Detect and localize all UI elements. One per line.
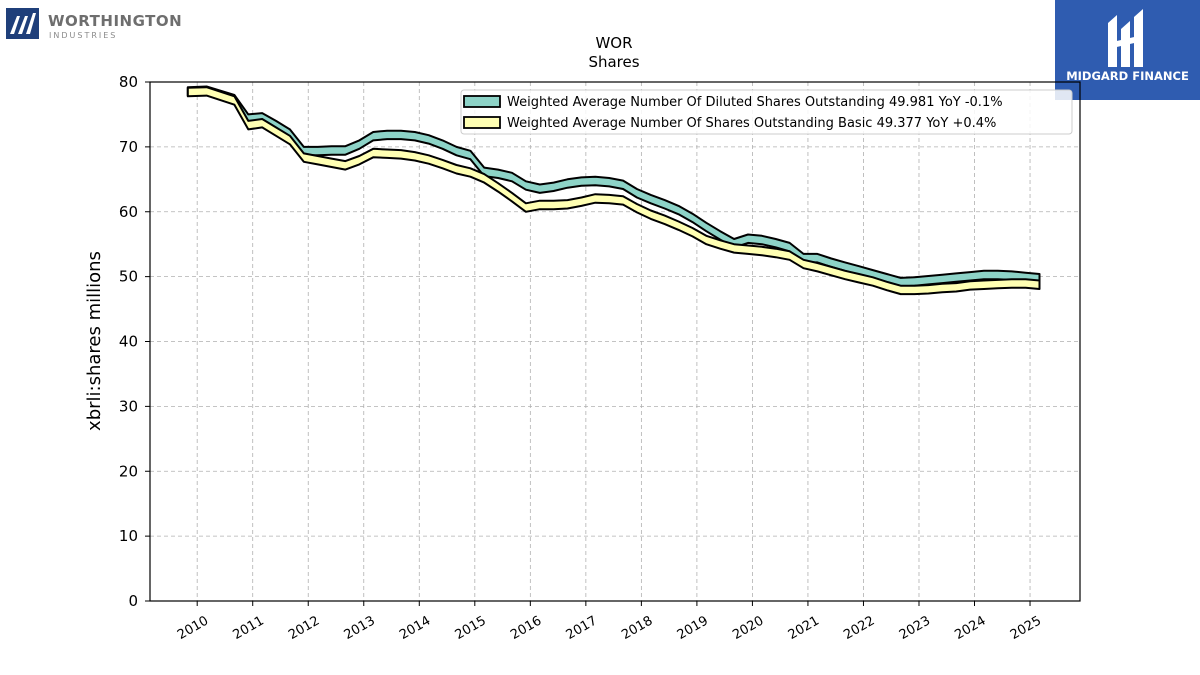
worthington-logo-icon bbox=[6, 8, 39, 39]
x-tick-label: 2014 bbox=[397, 613, 433, 643]
y-tick-label: 30 bbox=[119, 397, 138, 415]
x-tick-label: 2019 bbox=[675, 613, 711, 643]
x-tick-label: 2013 bbox=[342, 613, 378, 643]
x-tick-label: 2012 bbox=[286, 613, 322, 643]
y-tick-label: 20 bbox=[119, 462, 138, 480]
legend-label-2: Weighted Average Number Of Shares Outsta… bbox=[507, 116, 996, 131]
grid-lines bbox=[150, 82, 1080, 601]
x-axis-ticks: 2010 2011 2012 2013 2014 2015 2016 2017 2018 2019… bbox=[175, 601, 1044, 643]
worthington-logo: WORTHINGTON INDUSTRIES bbox=[6, 8, 186, 44]
y-tick-label: 40 bbox=[119, 333, 138, 351]
x-tick-label: 2021 bbox=[786, 613, 822, 643]
x-tick-label: 2020 bbox=[730, 613, 766, 643]
y-axis-label: xbrli:shares millions bbox=[84, 251, 105, 431]
x-tick-label: 2022 bbox=[841, 613, 877, 643]
legend-swatch-2 bbox=[463, 116, 501, 129]
legend: Weighted Average Number Of Diluted Share… bbox=[460, 89, 1073, 135]
y-tick-label: 70 bbox=[119, 138, 138, 156]
y-tick-label: 0 bbox=[128, 592, 138, 610]
chart-subtitle: Shares bbox=[588, 53, 639, 71]
legend-label-1: Weighted Average Number Of Diluted Share… bbox=[507, 95, 1003, 110]
y-axis-ticks: 0 10 20 30 40 50 60 70 80 bbox=[119, 73, 150, 610]
x-tick-label: 2017 bbox=[564, 613, 600, 643]
chart-title: WOR bbox=[595, 34, 632, 52]
x-tick-label: 2018 bbox=[619, 613, 655, 643]
legend-swatch-1 bbox=[463, 95, 501, 108]
midgard-finance-logo-name: MIDGARD FINANCE bbox=[1066, 69, 1189, 83]
worthington-logo-name: WORTHINGTON bbox=[48, 12, 183, 30]
series-band-2 bbox=[186, 86, 1041, 296]
y-tick-label: 10 bbox=[119, 527, 138, 545]
x-tick-label: 2024 bbox=[952, 613, 988, 643]
x-tick-label: 2025 bbox=[1008, 613, 1044, 643]
x-tick-label: 2010 bbox=[175, 613, 211, 643]
y-tick-label: 50 bbox=[119, 268, 138, 286]
x-tick-label: 2011 bbox=[231, 613, 267, 643]
x-tick-label: 2023 bbox=[897, 613, 933, 643]
y-tick-label: 80 bbox=[119, 73, 138, 91]
x-tick-label: 2016 bbox=[508, 613, 544, 643]
legend-box bbox=[460, 89, 1073, 135]
midgard-finance-logo: MIDGARD FINANCE bbox=[1055, 0, 1200, 100]
x-tick-label: 2015 bbox=[453, 613, 489, 643]
worthington-logo-sub: INDUSTRIES bbox=[49, 31, 118, 40]
midgard-finance-logo-icon bbox=[1108, 9, 1143, 67]
y-tick-label: 60 bbox=[119, 203, 138, 221]
series-bands bbox=[186, 85, 1041, 296]
